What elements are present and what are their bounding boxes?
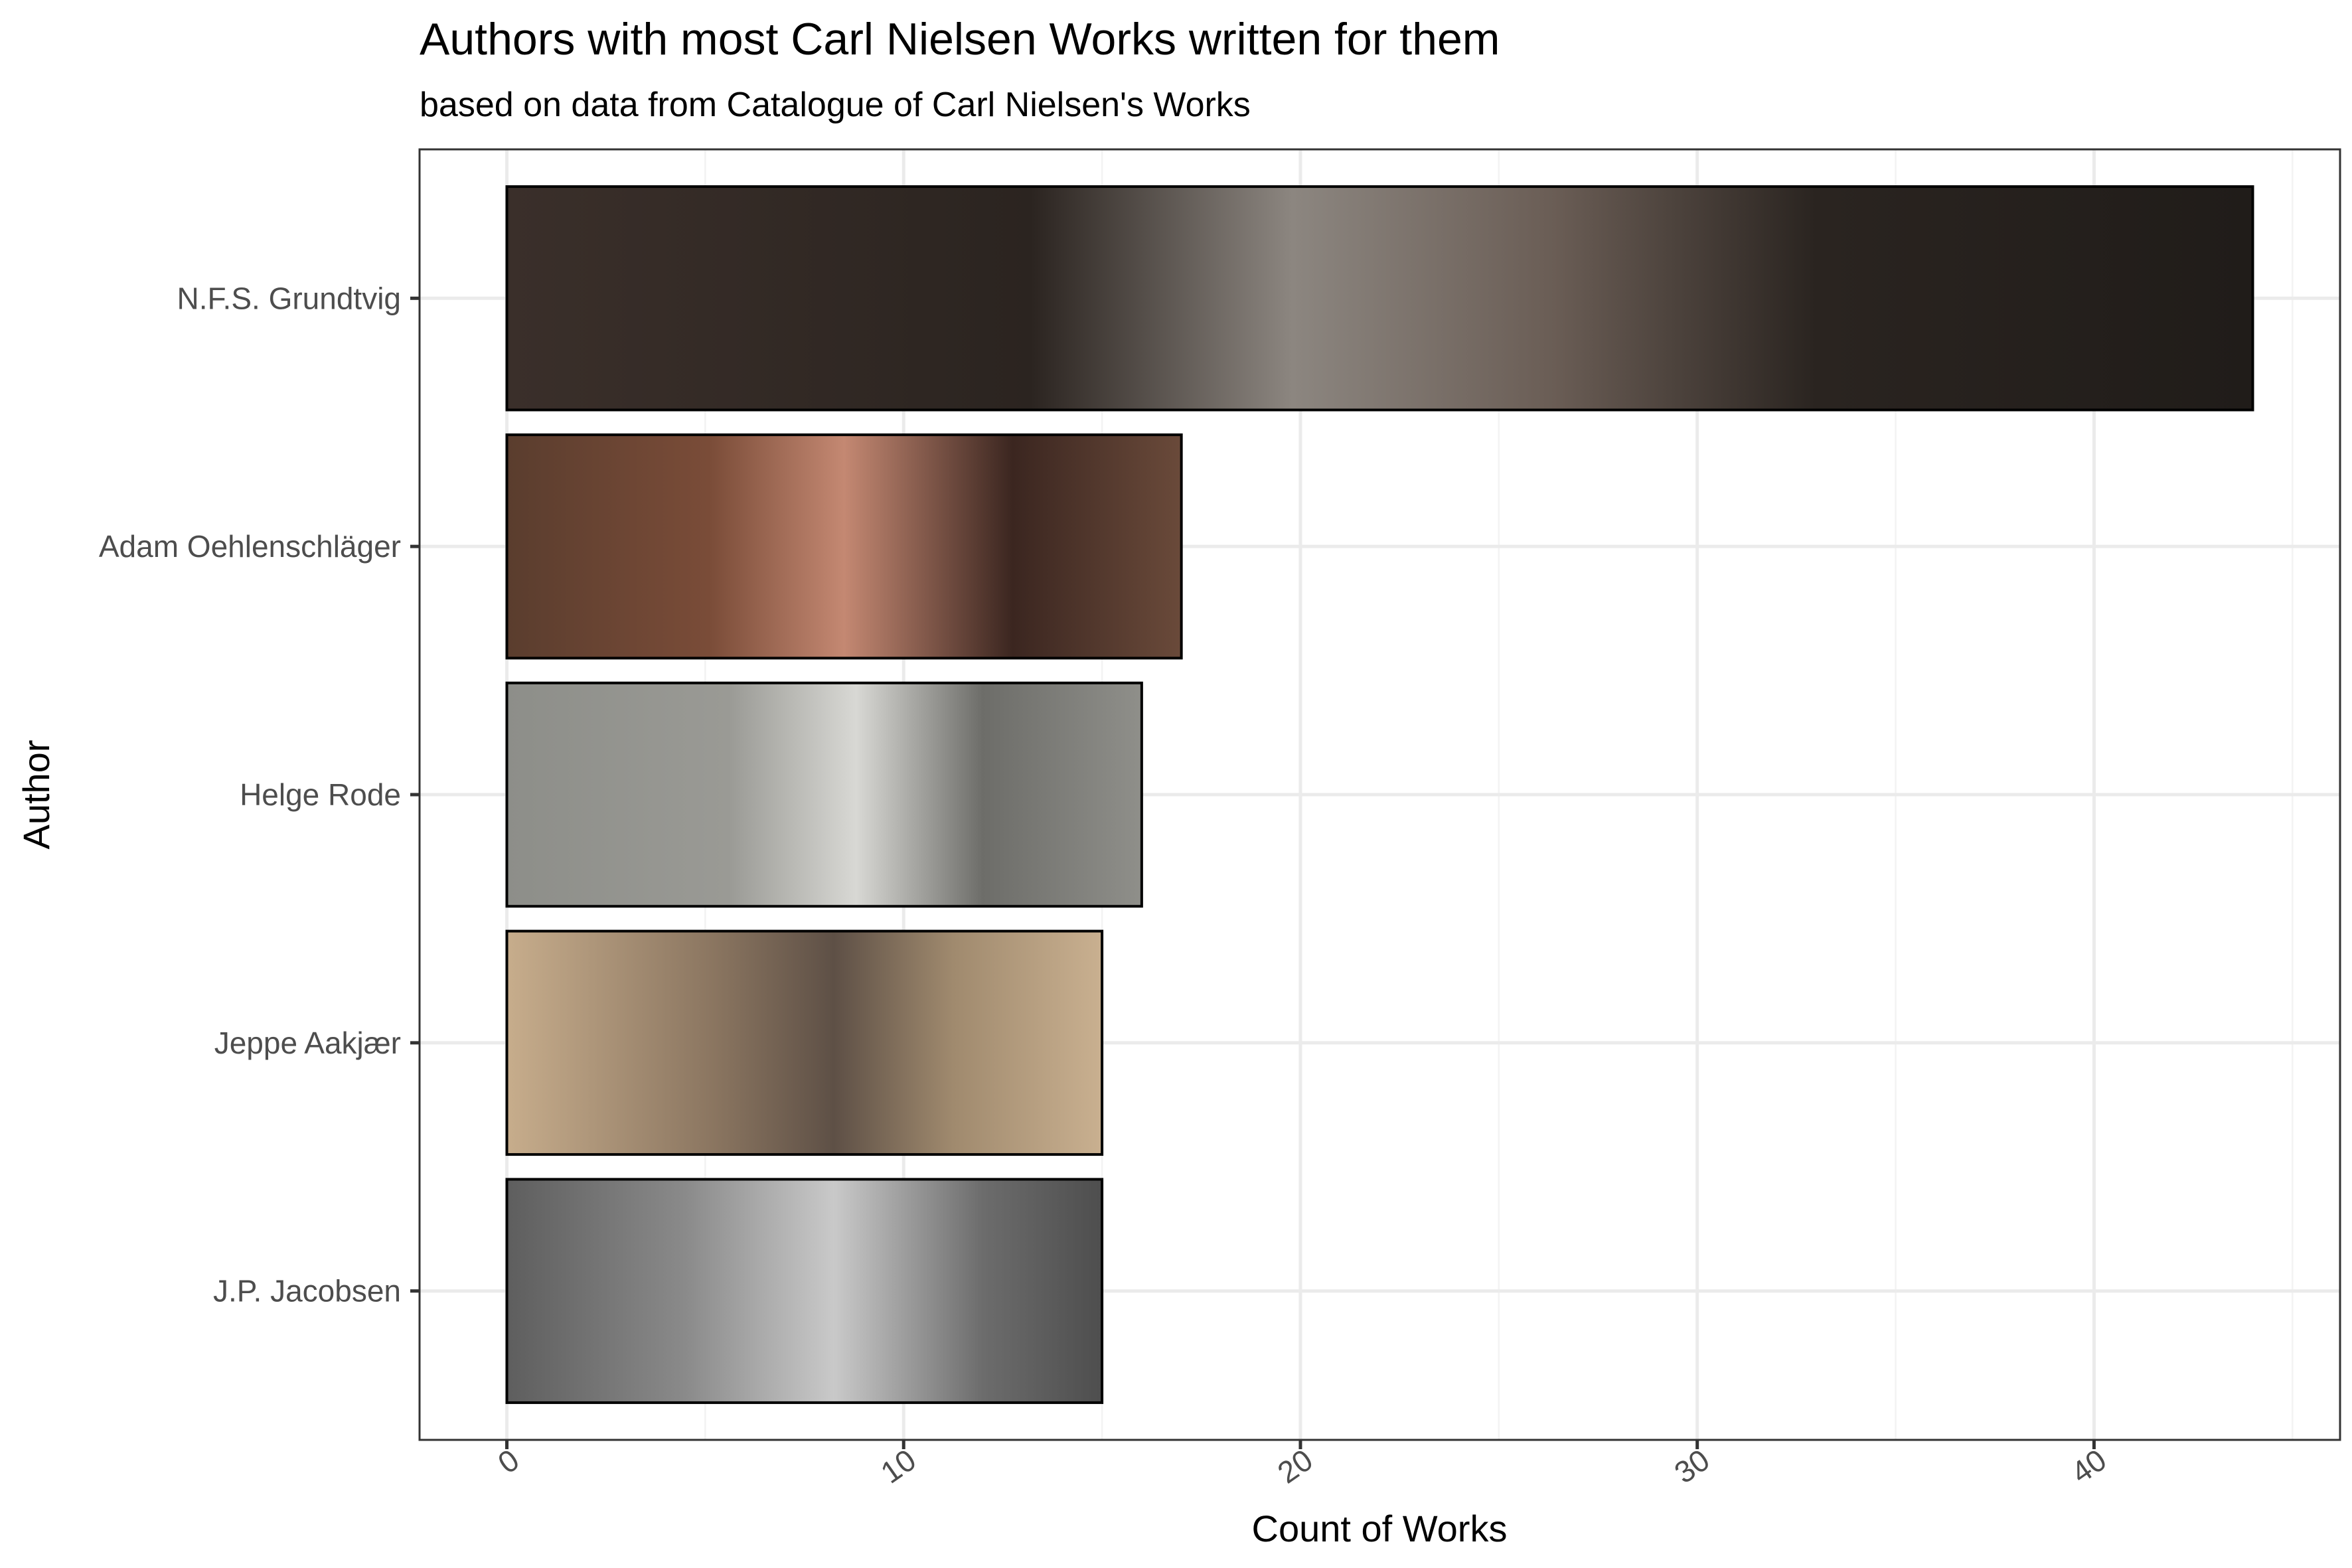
chart-subtitle: based on data from Catalogue of Carl Nie… [420,86,1251,124]
y-tick-label: Adam Oehlenschläger [99,529,401,564]
x-tick-label: 0 [491,1443,525,1480]
x-tick-label: 30 [1668,1443,1716,1490]
x-axis-title: Count of Works [1252,1508,1508,1549]
y-tick-label: J.P. Jacobsen [213,1274,401,1308]
chart-title: Authors with most Carl Nielsen Works wri… [420,14,1500,64]
y-axis: N.F.S. Grundtvig Adam Oehlenschläger Helge… [99,281,420,1308]
bar-n-f-s-grundtvig [505,185,2254,412]
bars [505,185,2254,1404]
bar-adam-oehlenschl-ger [505,433,1183,660]
plot-panel [418,148,2341,1441]
x-axis: 0 10 20 30 40 [491,1440,2112,1490]
x-tick-label: 10 [874,1443,922,1490]
bar-j-p-jacobsen [505,1178,1104,1404]
y-tick-label: N.F.S. Grundtvig [177,281,401,315]
y-axis-title: Author [15,740,57,850]
y-tick-label: Jeppe Aakjær [214,1026,401,1060]
x-tick-label: 20 [1271,1443,1319,1490]
x-tick-label: 40 [2065,1443,2112,1490]
bar-jeppe-aakj-r [505,929,1104,1156]
bar-helge-rode [505,681,1143,908]
y-tick-label: Helge Rode [240,777,401,812]
